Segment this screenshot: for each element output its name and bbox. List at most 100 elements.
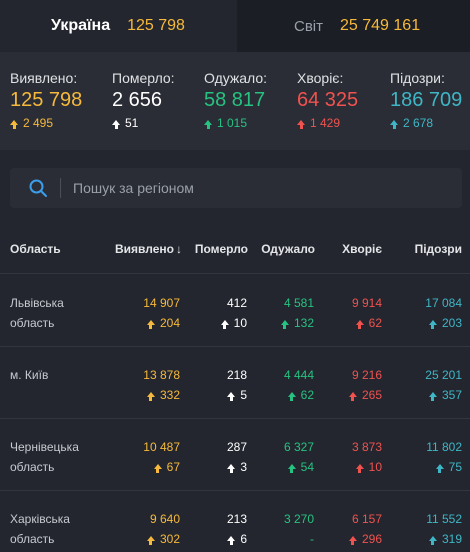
- summary-recovered-value: 58 817: [204, 89, 266, 111]
- row-deaths-delta: 10: [233, 316, 247, 330]
- row-suspected-value: 17 084: [425, 296, 462, 310]
- row-recovered: 4 581 132: [280, 293, 314, 333]
- row-suspected: 11 552 319: [426, 509, 462, 549]
- arrow-up-icon: [435, 463, 444, 473]
- summary-suspected-value: 186 709: [390, 89, 463, 111]
- row-sick-delta: 296: [361, 532, 382, 546]
- row-sick-value: 6 157: [351, 512, 382, 526]
- row-deaths-delta: 5: [240, 388, 247, 402]
- row-suspected-delta: 319: [441, 532, 462, 546]
- row-confirmed-delta: 67: [166, 460, 180, 474]
- table-row[interactable]: Харківська область 9 640 302 213 6 3 270- …: [0, 491, 470, 552]
- row-region: Львівська область: [10, 296, 64, 330]
- row-sick-value: 3 873: [351, 440, 382, 454]
- region-search: [10, 168, 462, 208]
- row-sick: 9 216 265: [348, 365, 382, 405]
- header-confirmed[interactable]: Виявлено ↓: [115, 242, 182, 256]
- row-recovered-delta: 132: [293, 316, 314, 330]
- arrow-up-icon: [204, 119, 212, 129]
- arrow-up-icon: [390, 119, 398, 129]
- row-deaths: 287 3: [227, 437, 247, 477]
- arrow-up-icon: [146, 535, 155, 545]
- arrow-up-icon: [355, 319, 364, 329]
- summary-recovered: Одужало: 58 817 1 015: [204, 70, 267, 130]
- row-suspected: 25 201 357: [425, 365, 462, 405]
- header-region[interactable]: Область: [10, 242, 61, 256]
- row-suspected: 17 084 203: [425, 293, 462, 333]
- arrow-up-icon: [227, 535, 236, 545]
- row-confirmed-value: 10 487: [143, 440, 180, 454]
- row-deaths-delta: 6: [240, 532, 247, 546]
- summary-sick-value: 64 325: [297, 89, 359, 111]
- arrow-up-icon: [348, 391, 357, 401]
- header-deaths[interactable]: Померло: [194, 242, 248, 256]
- row-deaths-delta: 3: [240, 460, 247, 474]
- summary-suspected-label: Підозри:: [390, 70, 445, 86]
- row-suspected-value: 25 201: [425, 368, 462, 382]
- row-confirmed-value: 13 878: [143, 368, 180, 382]
- row-confirmed-delta: 302: [159, 532, 180, 546]
- header-confirmed-label: Виявлено: [115, 242, 174, 256]
- row-recovered-value: 6 327: [283, 440, 314, 454]
- summary-deaths-label: Померло:: [112, 70, 175, 86]
- arrow-up-icon: [227, 391, 236, 401]
- row-deaths-value: 218: [226, 368, 247, 382]
- arrow-up-icon: [348, 535, 357, 545]
- table-header: Область Виявлено ↓ Померло Одужало Хворіє…: [0, 230, 470, 274]
- row-confirmed-delta: 204: [159, 316, 180, 330]
- search-input[interactable]: [73, 180, 462, 196]
- table-row[interactable]: м. Київ 13 878 332 218 5 4 444 62 9 216 265 …: [0, 347, 470, 419]
- row-recovered: 6 327 54: [284, 437, 314, 477]
- header-suspected[interactable]: Підозри: [414, 242, 462, 256]
- arrow-up-icon: [146, 319, 155, 329]
- row-recovered-delta: 54: [300, 460, 314, 474]
- tab-world[interactable]: Світ 25 749 161: [237, 0, 470, 52]
- row-sick: 3 873 10: [352, 437, 382, 477]
- table-row[interactable]: Чернівецька область 10 487 67 287 3 6 327 5…: [0, 419, 470, 491]
- summary-suspected-delta: 2 678: [403, 116, 434, 130]
- arrow-up-icon: [153, 463, 162, 473]
- summary-deaths-delta: 51: [125, 116, 139, 130]
- tab-world-label: Світ: [294, 17, 324, 35]
- search-divider: [60, 178, 61, 198]
- row-region: м. Київ: [10, 368, 49, 382]
- row-deaths-value: 412: [226, 296, 247, 310]
- header-recovered[interactable]: Одужало: [261, 242, 315, 256]
- row-recovered-value: 4 581: [283, 296, 314, 310]
- summary-deaths: Померло: 2 656 51: [112, 70, 175, 130]
- row-sick-value: 9 216: [351, 368, 382, 382]
- arrow-up-icon: [227, 463, 236, 473]
- row-suspected-delta: 203: [441, 316, 462, 330]
- summary-sick-label: Хворіє:: [297, 70, 344, 86]
- table-row[interactable]: Львівська область 14 907 204 412 10 4 581 1…: [0, 275, 470, 347]
- row-confirmed-delta: 332: [159, 388, 180, 402]
- arrow-up-icon: [428, 319, 437, 329]
- summary-confirmed: Виявлено: 125 798 2 495: [10, 70, 82, 130]
- arrow-up-icon: [112, 119, 120, 129]
- row-suspected-value: 11 552: [426, 512, 462, 526]
- row-confirmed: 10 487 67: [143, 437, 180, 477]
- arrow-up-icon: [220, 319, 229, 329]
- row-sick-delta: 10: [368, 460, 382, 474]
- tab-ukraine[interactable]: Україна 125 798: [0, 0, 237, 52]
- summary-sick: Хворіє: 64 325 1 429: [297, 70, 358, 130]
- row-suspected-delta: 75: [448, 460, 462, 474]
- row-deaths: 218 5: [227, 365, 247, 405]
- row-recovered-delta: -: [310, 532, 314, 546]
- row-recovered-value: 4 444: [283, 368, 314, 382]
- header-sick[interactable]: Хворіє: [342, 242, 382, 256]
- arrow-up-icon: [428, 391, 437, 401]
- summary-deaths-value: 2 656: [112, 89, 163, 111]
- sort-down-arrow-icon: ↓: [176, 242, 182, 256]
- tab-ukraine-label: Україна: [51, 17, 111, 34]
- row-sick-delta: 265: [361, 388, 382, 402]
- arrow-up-icon: [287, 463, 296, 473]
- summary-recovered-delta: 1 015: [217, 116, 248, 130]
- arrow-up-icon: [146, 391, 155, 401]
- row-confirmed: 13 878 332: [143, 365, 180, 405]
- summary-suspected: Підозри: 186 709 2 678: [390, 70, 462, 130]
- summary-confirmed-value: 125 798: [10, 89, 83, 111]
- search-icon[interactable]: [28, 178, 48, 198]
- row-suspected-value: 11 802: [426, 440, 462, 454]
- row-deaths-value: 213: [226, 512, 247, 526]
